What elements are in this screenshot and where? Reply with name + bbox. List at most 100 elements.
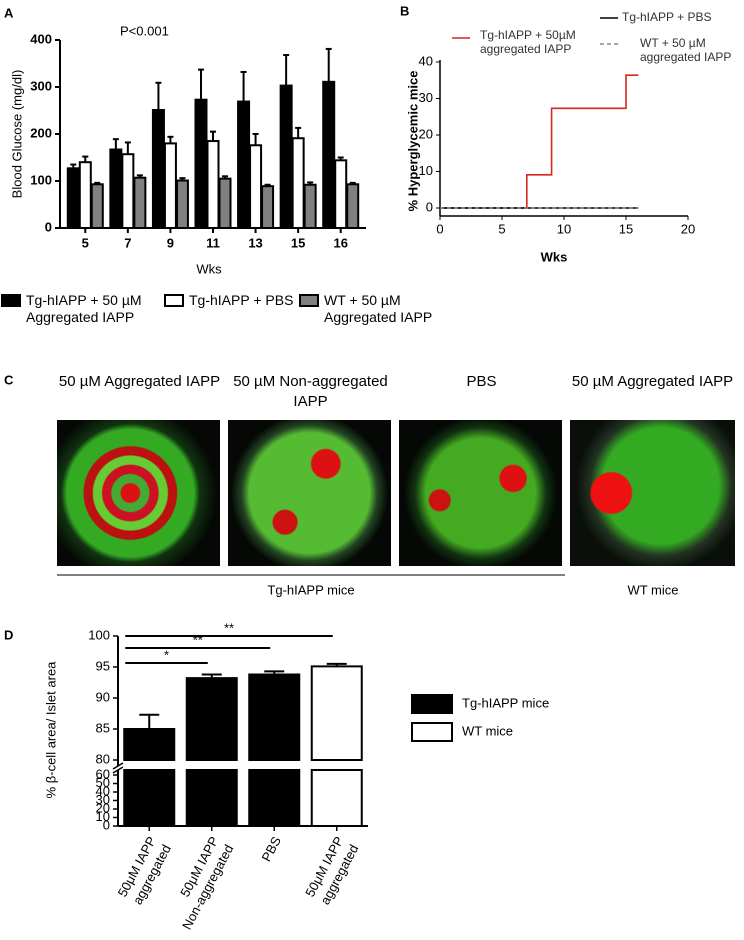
axis-break [112,762,124,770]
legend-label: WT + 50 µM Aggregated IAPP [324,292,433,325]
y-tick-label: 20 [96,800,110,815]
bar [303,183,317,229]
x-tick-label: 9 [167,235,174,250]
y-tick-label: 200 [30,125,52,140]
bar [310,665,363,827]
islet-image [57,420,220,566]
bar [78,161,92,229]
x-axis-label: Wks [541,249,568,264]
bar [133,176,147,230]
legend-swatch [411,722,453,742]
x-tick-label: 15 [291,235,305,250]
panel-letter: C [4,372,14,387]
legend-label: WT mice [462,723,513,738]
annotation: P<0.001 [120,23,169,38]
significance-label: ** [224,620,234,635]
bar [248,673,301,827]
y-tick-label: 10 [96,809,110,824]
y-tick-label: 80 [96,751,110,766]
panel-letter: D [4,627,13,642]
x-tick-label: 10 [557,221,571,236]
x-tick-label: 5 [82,235,89,250]
bar [109,148,123,229]
bar [66,167,80,229]
y-tick-label: 85 [96,720,110,735]
bar [279,84,293,229]
y-tick-label: 0 [45,219,52,234]
y-tick-label: 0 [426,199,433,214]
legend-swatch [411,694,453,714]
group-label: WT mice [627,582,678,597]
bar [206,140,220,229]
y-tick-label: 300 [30,78,52,93]
bar [121,153,135,230]
x-tick-label: PBS [258,834,284,864]
x-tick-label: 11 [206,235,220,250]
group-label: Tg-hIAPP mice [267,582,354,597]
bar [90,183,104,229]
islet-image [570,420,735,566]
x-tick-label-line: PBS [258,834,284,864]
x-axis-label: Wks [196,261,222,276]
bar [346,183,360,229]
y-tick-label: 30 [96,792,110,807]
y-tick-label: 95 [96,658,110,673]
y-tick-label: 20 [419,126,433,141]
bar [237,100,251,229]
significance-label: ** [193,632,203,647]
bar [334,159,348,230]
bar [291,137,305,229]
y-tick-label: 100 [88,627,110,642]
legend-swatch [299,294,319,307]
bar [249,144,263,229]
x-tick-label: 16 [333,235,347,250]
bar [123,728,176,827]
x-tick-label: 7 [124,235,131,250]
y-tick-label: 0 [103,817,110,832]
islet-image [228,420,391,566]
step-line [440,74,639,209]
x-tick-label: 15 [619,221,633,236]
y-tick-label: 10 [419,163,433,178]
panel-letter: A [4,5,14,20]
y-tick-label: 100 [30,172,52,187]
legend-swatch [1,294,21,307]
legend-label: Tg-hIAPP + 50µM aggregated IAPP [480,28,576,56]
x-tick-label: 13 [248,235,262,250]
bar [261,185,275,229]
y-axis-label: % Hyperglycemic mice [405,71,420,212]
y-tick-label: 90 [96,689,110,704]
x-tick-label: 0 [436,221,443,236]
y-axis-label: % β-cell area/ Islet area [43,661,58,799]
image-label: 50 µM Aggregated IAPP [571,373,734,390]
bar [151,109,165,229]
legend-label: Tg-hIAPP + 50 µM Aggregated IAPP [26,292,142,325]
legend-label: Tg-hIAPP + PBS [189,292,294,308]
islet-image [399,420,562,566]
x-tick-label: 20 [681,221,695,236]
legend-label: Tg-hIAPP + PBS [622,10,712,24]
bar [175,179,189,229]
image-label: 50 µM Non-aggregated IAPP [233,373,388,410]
bar [163,142,177,229]
y-tick-label: 40 [96,783,110,798]
y-tick-label: 50 [96,775,110,790]
bar [218,177,232,229]
axis-break [112,766,124,774]
legend-swatch [164,294,184,307]
legend-label: Tg-hIAPP mice [462,695,549,710]
image-label: PBS [466,373,497,390]
bar [185,677,238,827]
y-tick-label: 400 [30,31,52,46]
y-tick-label: 30 [419,90,433,105]
y-tick-label: 40 [419,53,433,68]
panel-letter: B [400,3,409,18]
legend-label: WT + 50 µM aggregated IAPP [640,36,732,64]
significance-label: * [164,647,169,662]
bar [194,98,208,229]
bar [322,80,336,229]
